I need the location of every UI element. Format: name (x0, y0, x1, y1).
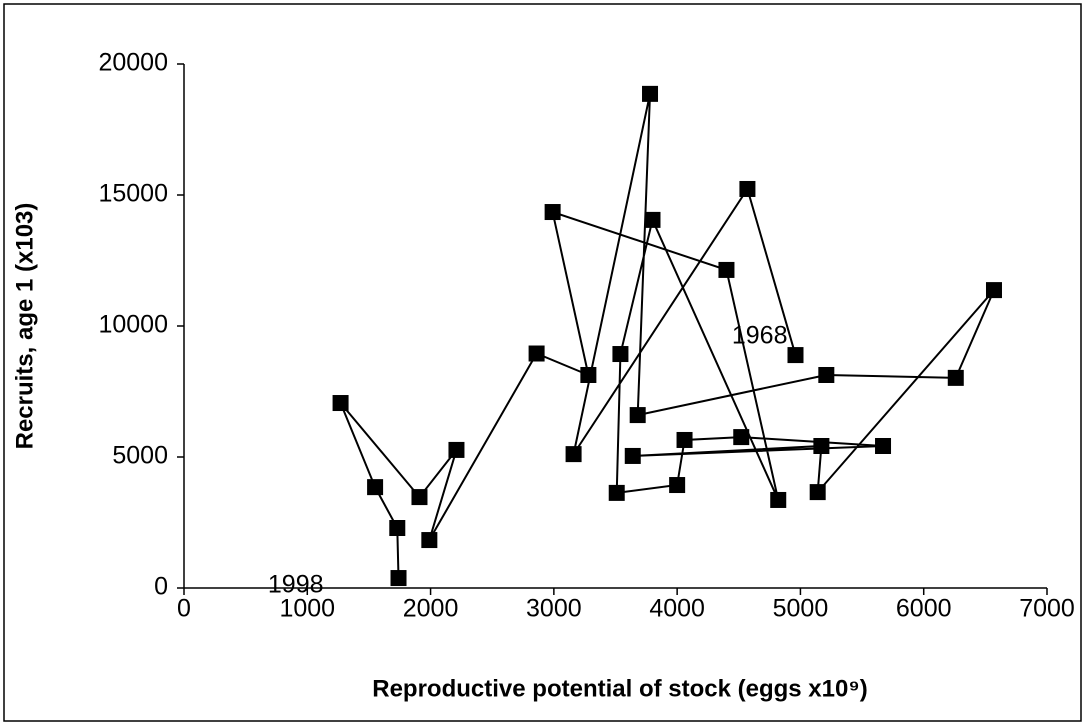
x-tick-label: 5000 (773, 595, 829, 623)
data-point (544, 204, 561, 221)
data-point (733, 429, 750, 446)
data-point (739, 180, 756, 197)
annotation: 1968 (732, 322, 788, 350)
data-point (448, 441, 465, 458)
data-point (809, 484, 826, 501)
data-point (770, 491, 787, 508)
data-point (580, 366, 597, 383)
x-tick-label: 7000 (1019, 595, 1075, 623)
data-point (947, 369, 964, 386)
data-point (608, 484, 625, 501)
x-axis-title: Reproductive potential of stock (eggs x1… (372, 675, 867, 702)
data-point (411, 489, 428, 506)
data-point (629, 407, 646, 424)
data-point (813, 437, 830, 454)
y-axis-title: Recruits, age 1 (x103) (11, 203, 38, 450)
y-tick-label: 20000 (98, 49, 168, 77)
data-point (421, 532, 438, 549)
x-tick-label: 6000 (896, 595, 952, 623)
data-point (644, 211, 661, 228)
y-tick-label: 15000 (98, 180, 168, 208)
data-point (332, 395, 349, 412)
data-point (390, 570, 407, 587)
x-tick-label: 1000 (279, 595, 335, 623)
x-tick-label: 2000 (403, 595, 459, 623)
data-point (612, 346, 629, 363)
data-point (985, 282, 1002, 299)
data-point (669, 477, 686, 494)
data-point (818, 366, 835, 383)
data-point (624, 447, 641, 464)
data-point (676, 431, 693, 448)
data-point (565, 446, 582, 463)
x-tick-label: 0 (177, 595, 191, 623)
data-point (718, 261, 735, 278)
y-tick-label: 5000 (112, 442, 168, 470)
data-point (787, 347, 804, 364)
x-tick-label: 4000 (649, 595, 705, 623)
data-point (642, 85, 659, 102)
y-tick-label: 10000 (98, 311, 168, 339)
annotation: 1998 (268, 571, 324, 599)
data-point (367, 479, 384, 496)
data-point (389, 520, 406, 537)
x-tick-label: 3000 (526, 595, 582, 623)
data-point (875, 437, 892, 454)
data-point (528, 345, 545, 362)
y-tick-label: 0 (154, 573, 168, 601)
